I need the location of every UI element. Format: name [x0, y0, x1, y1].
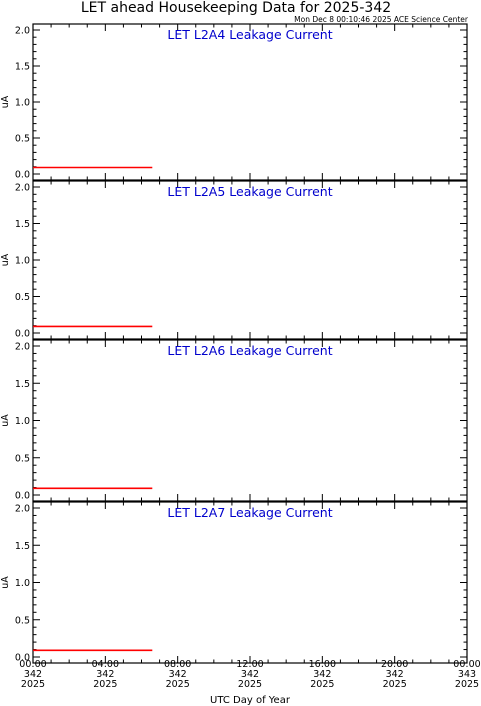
- panel-title: LET L2A5 Leakage Current: [167, 184, 332, 199]
- plot-frame: [32, 23, 468, 181]
- y-tick-label: 1.5: [15, 219, 30, 230]
- y-tick-label: 0.5: [15, 615, 30, 626]
- x-tick-year: 2025: [310, 679, 334, 690]
- x-tick-doy: 342: [169, 669, 187, 680]
- y-axis-label: uA: [0, 576, 11, 589]
- panel-2: 0.0 0.5 1.0 1.5 2.0 uA LET L2A5 Leakage Curren…: [0, 180, 468, 340]
- y-tick-label: 1.0: [15, 578, 30, 589]
- panel-4: 0.0 0.5 1.0 1.5 2.0 uA LET L2A7 Leakage Curren…: [0, 501, 468, 664]
- y-tick-label: 2.0: [15, 183, 30, 194]
- x-tick-doy: 342: [24, 669, 42, 680]
- y-tick-label: 1.0: [15, 256, 30, 267]
- x-tick-year: 2025: [166, 679, 190, 690]
- panel-3: 0.0 0.5 1.0 1.5 2.0 uA LET L2A6 Leakage Curren…: [0, 339, 468, 502]
- x-tick-time: 16:00: [309, 659, 336, 670]
- x-axis: 00:00342202504:00342202508:00342202512:0…: [19, 659, 480, 690]
- plot-frame: [32, 339, 468, 502]
- y-tick-label: 0.0: [15, 653, 30, 664]
- x-tick-doy: 343: [458, 669, 476, 680]
- plot-frame: [32, 180, 468, 340]
- page-title: LET ahead Housekeeping Data for 2025-342: [81, 0, 391, 16]
- x-tick-time: 04:00: [92, 659, 119, 670]
- y-tick-label: 0.5: [15, 453, 30, 464]
- timestamp: Mon Dec 8 00:10:46 2025 ACE Science Cent…: [294, 15, 469, 24]
- x-tick-time: 00:00: [453, 659, 480, 670]
- panel-title: LET L2A7 Leakage Current: [167, 505, 332, 520]
- panel-1: 0.0 0.5 1.0 1.5 2.0 uA LET L2A4 Leakage Curren…: [0, 23, 468, 181]
- y-tick-label: 0.5: [15, 134, 30, 145]
- y-axis-label: uA: [0, 253, 11, 266]
- x-tick-year: 2025: [238, 679, 262, 690]
- y-tick-label: 0.0: [15, 329, 30, 340]
- x-tick-year: 2025: [455, 679, 479, 690]
- x-tick-doy: 342: [96, 669, 114, 680]
- plot-frame: [32, 501, 468, 664]
- x-tick-time: 12:00: [236, 659, 263, 670]
- y-tick-label: 2.0: [15, 26, 30, 37]
- x-tick-year: 2025: [21, 679, 45, 690]
- x-tick-doy: 342: [386, 669, 404, 680]
- y-tick-label: 1.0: [15, 98, 30, 109]
- x-tick-doy: 342: [241, 669, 259, 680]
- y-tick-label: 2.0: [15, 342, 30, 353]
- x-tick-time: 00:00: [19, 659, 46, 670]
- y-tick-label: 1.5: [15, 541, 30, 552]
- x-tick-time: 08:00: [164, 659, 191, 670]
- x-axis-label: UTC Day of Year: [210, 695, 291, 706]
- panel-title: LET L2A6 Leakage Current: [167, 343, 332, 358]
- y-tick-label: 0.0: [15, 170, 30, 181]
- x-tick-doy: 342: [313, 669, 331, 680]
- y-tick-label: 1.5: [15, 62, 30, 73]
- y-axis-label: uA: [0, 95, 11, 108]
- x-tick-time: 20:00: [381, 659, 408, 670]
- y-tick-label: 2.0: [15, 504, 30, 515]
- x-tick-year: 2025: [93, 679, 117, 690]
- y-tick-label: 1.5: [15, 379, 30, 390]
- y-tick-label: 0.5: [15, 292, 30, 303]
- y-axis-label: uA: [0, 414, 11, 427]
- y-tick-label: 1.0: [15, 416, 30, 427]
- y-tick-label: 0.0: [15, 491, 30, 502]
- panel-title: LET L2A4 Leakage Current: [167, 27, 332, 42]
- x-tick-year: 2025: [383, 679, 407, 690]
- panels: 0.0 0.5 1.0 1.5 2.0 uA LET L2A4 Leakage Curren…: [0, 23, 468, 664]
